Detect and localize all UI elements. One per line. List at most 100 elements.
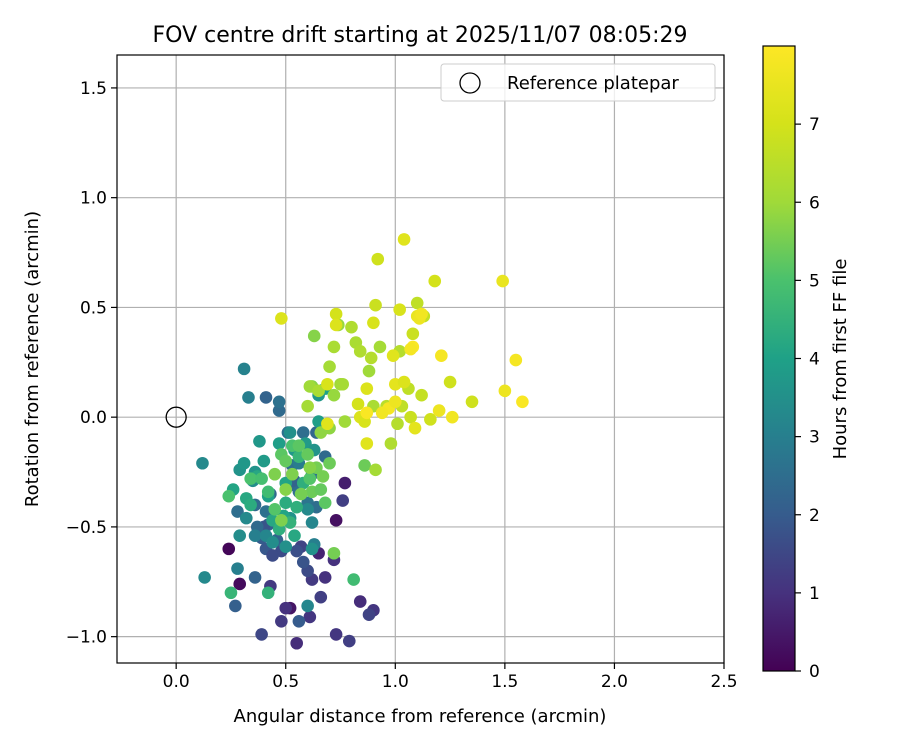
data-point xyxy=(261,586,275,600)
data-point xyxy=(435,349,448,363)
data-point xyxy=(248,529,262,542)
data-point xyxy=(286,467,299,481)
y-axis-ticks: −1.0 −0.5 0.0 0.5 1.0 1.5 xyxy=(66,79,117,648)
data-point xyxy=(275,312,288,325)
data-point xyxy=(338,476,352,490)
data-point xyxy=(329,318,343,332)
data-point xyxy=(231,562,244,575)
data-point xyxy=(329,307,343,321)
data-point xyxy=(336,377,350,391)
data-point xyxy=(259,391,273,404)
data-point xyxy=(393,303,406,316)
data-point xyxy=(329,628,343,641)
colorbar-ticks: 0 1 2 3 4 5 6 7 xyxy=(795,115,820,682)
data-point xyxy=(415,388,428,402)
x-tick-label: 0.0 xyxy=(163,672,190,692)
data-point xyxy=(268,467,282,481)
data-point xyxy=(318,571,332,584)
x-tick-label: 1.0 xyxy=(382,672,409,692)
colorbar-label: Hours from first FF file xyxy=(830,259,851,460)
data-point xyxy=(314,590,328,604)
data-point xyxy=(279,601,293,615)
data-point xyxy=(391,417,404,431)
data-point xyxy=(327,340,341,354)
data-point xyxy=(272,404,286,417)
data-point xyxy=(353,595,367,608)
data-point xyxy=(279,540,293,553)
x-tick-label: 2.5 xyxy=(710,672,737,692)
data-point xyxy=(231,505,244,518)
data-point xyxy=(375,406,389,420)
data-point xyxy=(233,577,247,591)
data-point xyxy=(373,340,387,354)
colorbar-tick-label: 7 xyxy=(809,115,820,135)
data-point xyxy=(345,320,358,334)
colorbar-gradient xyxy=(762,45,796,672)
data-point xyxy=(255,628,268,641)
data-point xyxy=(303,610,317,624)
data-point xyxy=(292,614,306,628)
colorbar: 0 1 2 3 4 5 6 7 Hours from first FF file xyxy=(762,45,851,682)
plot-frame xyxy=(116,54,725,664)
data-point xyxy=(261,485,275,499)
x-tick-label: 0.5 xyxy=(272,672,299,692)
data-point xyxy=(498,384,512,398)
colorbar-tick-label: 5 xyxy=(809,271,820,291)
data-point xyxy=(257,454,271,468)
data-point xyxy=(198,571,211,584)
x-axis-ticks: 0.0 0.5 1.0 1.5 2.0 2.5 xyxy=(163,663,738,692)
data-point xyxy=(237,362,251,376)
data-point xyxy=(362,608,376,622)
data-point xyxy=(279,483,293,496)
data-point xyxy=(369,463,382,477)
y-tick-label: −1.0 xyxy=(66,628,107,648)
colorbar-tick-label: 4 xyxy=(809,350,820,370)
data-point xyxy=(301,503,314,516)
x-axis-label: Angular distance from reference (arcmin) xyxy=(234,706,607,727)
data-point xyxy=(314,483,328,496)
data-point xyxy=(255,472,268,485)
data-point xyxy=(347,573,360,586)
data-point xyxy=(222,489,236,503)
data-point xyxy=(367,316,380,330)
colorbar-tick-label: 3 xyxy=(809,428,820,448)
data-point xyxy=(406,327,420,341)
data-point xyxy=(253,435,266,448)
y-axis-label: Rotation from reference (arcmin) xyxy=(22,211,43,507)
colorbar-tick-label: 1 xyxy=(809,584,820,604)
data-point xyxy=(371,252,385,266)
data-point xyxy=(388,395,402,409)
data-point xyxy=(248,571,262,584)
scatter-points xyxy=(165,233,529,650)
data-point xyxy=(397,375,411,389)
data-point xyxy=(327,388,341,402)
data-point xyxy=(364,351,378,365)
data-point xyxy=(275,614,288,628)
y-tick-label: 0.5 xyxy=(80,298,107,318)
data-point xyxy=(305,542,319,556)
data-point xyxy=(336,494,350,507)
data-point xyxy=(222,542,236,556)
colorbar-tick-label: 0 xyxy=(809,662,820,682)
data-point xyxy=(353,345,367,358)
y-tick-label: 1.0 xyxy=(80,189,107,209)
data-point xyxy=(296,426,310,439)
data-point xyxy=(410,296,424,310)
data-point xyxy=(516,395,529,409)
x-tick-label: 1.5 xyxy=(491,672,518,692)
data-point xyxy=(509,353,523,367)
data-point xyxy=(290,544,303,558)
data-point xyxy=(224,586,238,600)
data-point xyxy=(301,599,314,613)
data-point xyxy=(266,549,279,562)
data-point xyxy=(301,448,314,461)
data-point xyxy=(290,500,303,514)
data-point xyxy=(321,377,334,391)
reference-point-marker xyxy=(165,406,187,428)
data-point xyxy=(351,397,365,411)
data-point xyxy=(301,399,314,413)
legend-box xyxy=(440,63,716,102)
data-point xyxy=(384,437,398,450)
data-point xyxy=(369,298,382,312)
data-point xyxy=(242,391,255,404)
